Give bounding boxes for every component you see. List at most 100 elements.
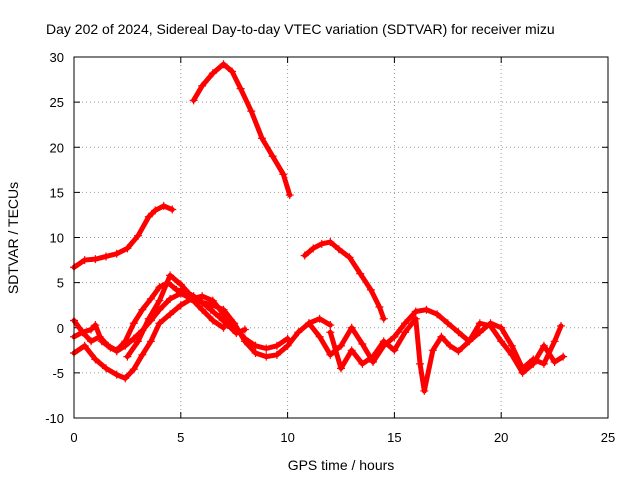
y-tick-label: -10 (45, 411, 64, 426)
series-trace (302, 239, 387, 322)
data-point (294, 328, 303, 337)
y-tick-label: 20 (50, 140, 64, 155)
data-point (134, 231, 143, 240)
data-point (138, 350, 147, 359)
data-point (219, 323, 228, 332)
data-point (315, 314, 324, 323)
data-point (97, 337, 106, 346)
data-point (262, 352, 271, 361)
data-point (475, 319, 484, 328)
data-point (356, 269, 365, 278)
data-point (379, 337, 388, 346)
data-point (166, 294, 175, 303)
data-point (198, 305, 207, 314)
plot-frame (73, 56, 609, 419)
data-point (187, 294, 196, 303)
data-point (155, 283, 164, 292)
data-point (112, 249, 121, 258)
data-point (144, 212, 153, 221)
series-trace (71, 203, 175, 270)
chart-title: Day 202 of 2024, Sidereal Day-to-day VTE… (46, 21, 555, 37)
data-point (91, 321, 100, 330)
data-point (454, 347, 463, 356)
y-tick-label: 5 (57, 276, 64, 291)
data-point (465, 337, 474, 346)
data-point (112, 370, 121, 379)
series-arc-c (70, 292, 292, 383)
data-point (507, 341, 516, 350)
data-point (347, 346, 356, 355)
data-point (300, 251, 309, 260)
data-point (317, 239, 326, 248)
data-point (106, 343, 115, 352)
data-point (358, 359, 367, 368)
x-axis-label: GPS time / hours (288, 457, 395, 473)
data-point (486, 321, 495, 330)
data-point (155, 319, 164, 328)
data-point (358, 339, 367, 348)
data-point (422, 305, 431, 314)
data-point (416, 359, 425, 368)
data-point (285, 191, 294, 200)
data-point (230, 321, 239, 330)
x-tick-label: 15 (387, 430, 401, 445)
data-point (497, 337, 506, 346)
data-point (251, 349, 260, 358)
data-point (172, 285, 181, 294)
x-tick-label: 10 (280, 430, 294, 445)
data-point (208, 69, 217, 78)
data-point (401, 328, 410, 337)
data-point (283, 334, 292, 343)
data-point (420, 386, 429, 395)
data-point (146, 316, 155, 325)
data-point (129, 334, 138, 343)
series-arc-late (326, 314, 568, 395)
data-point (337, 341, 345, 350)
data-point (138, 305, 147, 314)
data-point (247, 107, 256, 116)
data-point (345, 253, 354, 262)
data-point (326, 321, 335, 330)
data-point (309, 244, 318, 253)
data-point (215, 312, 224, 321)
data-point (134, 337, 143, 346)
y-tick-label: 25 (50, 95, 64, 110)
data-point (91, 355, 100, 364)
data-point (91, 255, 100, 264)
data-point (240, 325, 249, 334)
data-point (176, 289, 185, 298)
series-trace (327, 316, 566, 394)
data-point (129, 319, 138, 328)
data-point (262, 344, 271, 353)
data-point (189, 96, 198, 105)
x-tick-label: 25 (601, 430, 615, 445)
data-point (518, 368, 527, 377)
data-point (146, 337, 155, 346)
data-point (208, 316, 217, 325)
data-point (337, 364, 345, 373)
y-tick-label: 15 (50, 185, 64, 200)
data-point (390, 346, 399, 355)
x-tick-label: 20 (494, 430, 508, 445)
data-point (550, 337, 559, 346)
y-tick-label: 10 (50, 231, 64, 246)
data-point (433, 310, 442, 319)
data-series (70, 60, 568, 395)
data-point (251, 341, 260, 350)
data-point (219, 60, 228, 69)
data-point (257, 134, 266, 143)
data-point (437, 332, 446, 341)
y-tick-label: 30 (50, 50, 64, 65)
data-point (507, 350, 516, 359)
data-point (539, 359, 548, 368)
data-point (529, 359, 538, 368)
data-point (166, 271, 175, 280)
series-trace (71, 290, 227, 354)
data-point (159, 201, 168, 210)
series-trace (71, 293, 291, 381)
series-arc-midday (300, 238, 388, 323)
data-point (155, 305, 164, 314)
data-point (366, 285, 375, 294)
x-tick-label: 0 (70, 430, 77, 445)
data-point (445, 341, 454, 350)
